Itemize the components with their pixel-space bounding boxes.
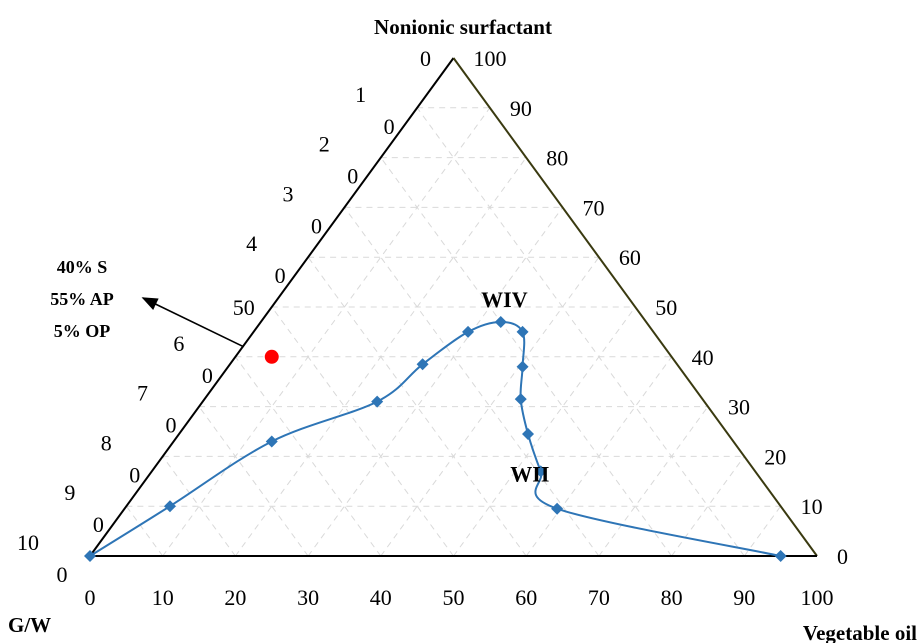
annotation-group xyxy=(141,297,279,364)
data-point-marker xyxy=(514,393,527,406)
bottom-tick-label: 60 xyxy=(515,585,537,610)
left-tick-label: 7 xyxy=(137,381,148,406)
grid-line-gw-20 xyxy=(162,456,236,557)
right-tick-label: 100 xyxy=(474,46,507,71)
data-point-marker xyxy=(534,465,547,478)
bottom-tick-label: 10 xyxy=(152,585,174,610)
triangle-edges xyxy=(89,57,818,557)
left-tick-label: 8 xyxy=(101,430,112,455)
bottom-tick-label: 20 xyxy=(224,585,246,610)
left-tick-label: 0 xyxy=(311,213,322,238)
right-edge xyxy=(452,57,818,557)
grid-line-gw-90 xyxy=(416,107,745,557)
right-tick-label: 70 xyxy=(583,195,605,220)
phase-boundary-series xyxy=(84,315,787,562)
bottom-tick-label: 0 xyxy=(85,585,96,610)
annotation-line-1: 40% S xyxy=(57,257,108,277)
left-tick-label: 0 xyxy=(57,562,68,587)
data-point-marker xyxy=(462,325,475,338)
bottom-tick-label: 100 xyxy=(801,585,834,610)
annotation-line-2: 55% AP xyxy=(50,289,114,309)
left-tick-label: 4 xyxy=(246,231,257,256)
bottom-tick-label: 70 xyxy=(588,585,610,610)
data-point-marker xyxy=(371,395,384,408)
grid-line-gw-30 xyxy=(198,406,309,557)
grid-line-gw-80 xyxy=(380,157,673,557)
left-tick-label: 0 xyxy=(129,462,140,487)
grid-line-gw-50 xyxy=(271,306,454,557)
data-point-marker xyxy=(516,325,529,338)
right-tick-label: 60 xyxy=(619,245,641,270)
data-point-marker xyxy=(494,315,507,328)
right-tick-label: 90 xyxy=(510,96,532,121)
region-label-wiv: WIV xyxy=(481,287,528,312)
left-tick-label: 50 xyxy=(233,295,255,320)
bottom-tick-label: 80 xyxy=(661,585,683,610)
grid-line-gw-70 xyxy=(344,207,600,557)
annotation-arrow xyxy=(141,297,245,348)
right-tick-label: 30 xyxy=(728,395,750,420)
grid-line-oil-70 xyxy=(598,406,709,557)
grid-line-oil-30 xyxy=(307,207,563,557)
highlighted-composition-point xyxy=(264,349,279,364)
grid-line-gw-60 xyxy=(307,256,527,557)
bottom-tick-label: 90 xyxy=(733,585,755,610)
data-point-marker xyxy=(265,435,278,448)
bottom-tick-label: 30 xyxy=(297,585,319,610)
data-point-marker xyxy=(163,500,176,513)
left-tick-label: 2 xyxy=(319,132,330,157)
right-tick-label: 0 xyxy=(837,544,848,569)
region-label-wii: WII xyxy=(510,461,549,486)
bottom-tick-label: 50 xyxy=(443,585,465,610)
bottom-tick-label: 40 xyxy=(370,585,392,610)
grid-line-gw-40 xyxy=(234,356,382,557)
left-edge xyxy=(89,57,455,557)
grid-lines xyxy=(125,107,782,557)
left-tick-label: 1 xyxy=(355,82,366,107)
right-tick-label: 20 xyxy=(764,444,786,469)
left-tick-label: 0 xyxy=(384,114,395,139)
left-tick-label: 0 xyxy=(420,46,431,71)
right-tick-label: 10 xyxy=(801,494,823,519)
bottom-right-vertex-label: Vegetable oil xyxy=(803,621,917,643)
left-tick-label: 0 xyxy=(275,263,286,288)
data-point-marker xyxy=(416,358,429,371)
annotation-line-3: 5% OP xyxy=(54,321,111,341)
left-tick-label: 3 xyxy=(282,181,293,206)
data-point-marker xyxy=(522,427,535,440)
left-tick-label: 0 xyxy=(93,512,104,537)
right-tick-label: 40 xyxy=(692,345,714,370)
left-tick-label: 0 xyxy=(347,164,358,189)
grid-line-oil-10 xyxy=(162,107,491,557)
right-tick-label: 50 xyxy=(655,295,677,320)
grid-line-oil-90 xyxy=(743,505,782,557)
grid-line-oil-80 xyxy=(671,456,745,557)
bottom-left-vertex-label: G/W xyxy=(8,613,51,637)
data-point-marker xyxy=(84,550,96,562)
data-point-marker xyxy=(774,550,787,562)
left-tick-label: 10 xyxy=(17,530,39,555)
data-point-marker xyxy=(551,502,564,515)
left-tick-label: 0 xyxy=(166,413,177,438)
data-point-marker xyxy=(516,360,529,373)
left-tick-label: 0 xyxy=(202,363,213,388)
left-tick-label: 9 xyxy=(64,480,75,505)
left-tick-label: 6 xyxy=(173,331,184,356)
top-vertex-label: Nonionic surfactant xyxy=(374,15,552,39)
axis-tick-labels: 0 10 20 30 40 50 60 70 80 90 100010203040506070809… xyxy=(17,46,848,610)
right-tick-label: 80 xyxy=(546,146,568,171)
grid-line-oil-50 xyxy=(453,306,636,557)
